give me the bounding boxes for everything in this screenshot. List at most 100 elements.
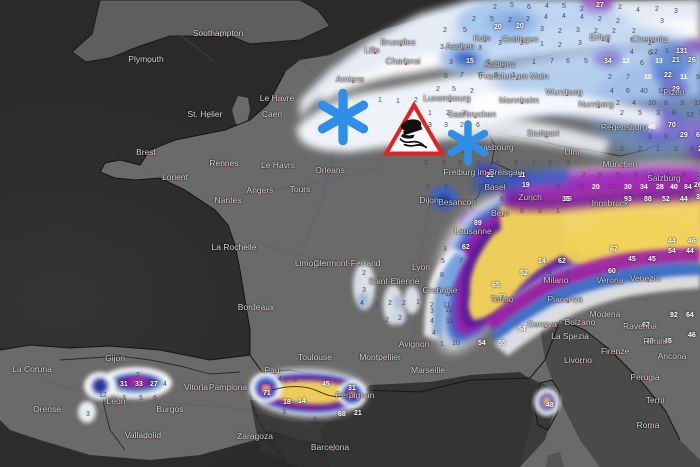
grid-value: 3	[440, 44, 444, 51]
grid-value: 7	[459, 258, 463, 265]
grid-value: 8	[496, 160, 500, 167]
grid-value: 35	[562, 196, 570, 203]
grid-value: 11	[445, 291, 453, 298]
grid-value: 5	[548, 160, 552, 167]
grid-value: 5	[452, 86, 456, 93]
city-label: Innsbruck	[591, 198, 629, 208]
grid-value: 11	[446, 318, 454, 325]
grid-value: 31	[348, 385, 356, 392]
grid-value: 8	[664, 100, 668, 107]
grid-value: 3	[86, 411, 90, 418]
grid-value: 6	[640, 60, 644, 67]
grid-value: 2	[632, 28, 636, 35]
city-label: Salzburg	[647, 173, 681, 183]
grid-value: 3	[444, 122, 448, 129]
city-dot	[357, 397, 359, 399]
grid-value: 2	[388, 300, 392, 307]
city-label: Perpignan	[335, 390, 375, 400]
grid-value: 7	[478, 184, 482, 191]
grid-value: 21	[672, 57, 680, 64]
city-label: Ancona	[657, 351, 687, 361]
grid-value: 2	[612, 28, 616, 35]
city-label: Roma	[636, 420, 660, 430]
grid-value: 3	[462, 110, 466, 117]
grid-value: 26	[694, 182, 700, 189]
grid-value: 89	[474, 220, 482, 227]
grid-value: 20	[592, 184, 600, 191]
grid-value: 3	[437, 287, 441, 294]
city-dot	[674, 358, 676, 360]
grid-value: 6	[566, 58, 570, 65]
grid-value: 131	[676, 48, 688, 55]
grid-value: 2	[526, 16, 530, 23]
grid-value: 5	[634, 172, 638, 179]
grid-value: 3	[576, 27, 580, 34]
grid-value: 2	[638, 146, 642, 153]
city-dot	[522, 41, 524, 43]
grid-value: 2	[520, 40, 524, 47]
city-label: Venezia	[629, 273, 661, 283]
grid-value: 5	[638, 110, 642, 117]
city-dot	[650, 427, 652, 429]
grid-value: 3	[680, 100, 684, 107]
grid-value: 10	[452, 340, 460, 347]
grid-value: 2	[674, 146, 678, 153]
grid-value: 18	[283, 399, 291, 406]
grid-value: 2	[620, 146, 624, 153]
grid-value: 54	[518, 326, 526, 333]
city-dot	[262, 192, 264, 194]
city-dot	[148, 154, 150, 156]
city-dot	[484, 40, 486, 42]
city-dot	[258, 309, 260, 311]
city-label: La Rochelle	[211, 242, 257, 252]
grid-value: 2	[424, 160, 428, 167]
grid-value: 60	[608, 268, 616, 275]
grid-value: 22	[664, 72, 672, 79]
grid-value: 44	[680, 196, 688, 203]
grid-value: 65	[492, 282, 500, 289]
city-dot	[647, 280, 649, 282]
grid-value: 2	[100, 380, 104, 387]
city-dot	[117, 360, 119, 362]
grid-value: 4	[562, 13, 566, 20]
city-label: Lille	[364, 45, 380, 55]
grid-value: 4	[630, 49, 634, 56]
grid-value: 30	[624, 184, 632, 191]
city-label: Gottingen	[501, 34, 539, 44]
city-label: St. Helier	[187, 109, 223, 119]
city-label: Stuttgart	[526, 128, 560, 138]
grid-value: 12	[650, 49, 658, 56]
city-dot	[485, 174, 487, 176]
city-dot	[226, 165, 228, 167]
grid-value: 3	[410, 110, 414, 117]
grid-value: 11	[518, 172, 526, 179]
city-label: Le Havrs	[260, 160, 296, 170]
city-label: La Spezia	[551, 331, 589, 341]
city-label: Besancon	[438, 197, 476, 207]
grid-value: 2	[443, 27, 447, 34]
grid-value: 68	[338, 411, 346, 418]
city-label: Koln	[473, 33, 491, 43]
city-dot	[230, 389, 232, 391]
grid-value: 5	[442, 148, 446, 155]
grid-value: 15	[466, 58, 474, 65]
grid-value: 6	[460, 148, 464, 155]
city-label: Genova	[527, 319, 557, 329]
grid-value: 10	[576, 184, 584, 191]
grid-value: 3	[476, 160, 480, 167]
city-label: Clermont-Ferrand	[313, 258, 381, 268]
city-dot	[657, 402, 659, 404]
grid-value: 15	[698, 110, 700, 117]
grid-value: 9	[566, 270, 570, 277]
grid-value: 54	[668, 248, 676, 255]
city-dot	[148, 61, 150, 63]
city-label: Lyon	[411, 262, 431, 272]
city-label: Marseille	[410, 365, 446, 375]
grid-value: 1	[426, 184, 430, 191]
grid-value: 2	[136, 372, 140, 379]
city-dot	[49, 411, 51, 413]
city-dot	[475, 233, 477, 235]
grid-value: 62	[558, 258, 566, 265]
grid-value: 1	[556, 208, 560, 215]
